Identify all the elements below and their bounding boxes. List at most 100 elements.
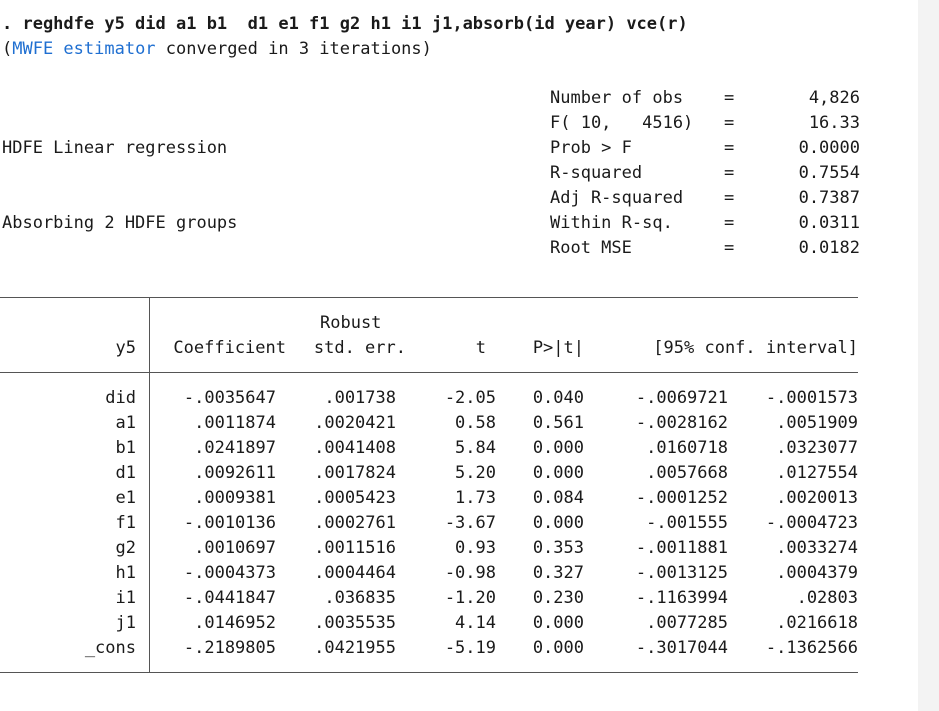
cell-t: -2.05 — [444, 388, 496, 408]
note-open-paren: ( — [2, 39, 13, 59]
cell-std-err: .001738 — [324, 388, 396, 408]
cell-ci-lower: .0077285 — [646, 613, 728, 633]
stat-equals: = — [724, 188, 735, 208]
cell-variable: g2 — [115, 538, 136, 558]
stat-value: 16.33 — [808, 113, 860, 133]
cell-std-err: .0011516 — [314, 538, 396, 558]
cell-ci-upper: -.1362566 — [765, 638, 858, 658]
cell-pvalue: 0.000 — [532, 463, 584, 483]
stat-value: 0.0000 — [798, 138, 860, 158]
cell-t: -1.20 — [444, 588, 496, 608]
stat-row: R-squared = 0.7554 — [550, 161, 860, 186]
cell-ci-upper: .0323077 — [776, 438, 858, 458]
stat-label: Number of obs — [550, 88, 684, 108]
cell-ci-lower: .0057668 — [646, 463, 728, 483]
cell-coefficient: -.2189805 — [183, 638, 276, 658]
stat-label: Adj R-squared — [550, 188, 684, 208]
mwfe-estimator-link[interactable]: MWFE estimator — [12, 39, 156, 59]
stat-row: F( 10, 4516) = 16.33 — [550, 111, 860, 136]
stat-value: 0.0311 — [798, 213, 860, 233]
cell-pvalue: 0.327 — [532, 563, 584, 583]
stat-label: F( 10, 4516) — [550, 113, 694, 133]
cell-ci-upper: -.0004723 — [765, 513, 858, 533]
cell-variable: _cons — [84, 638, 136, 658]
cell-pvalue: 0.000 — [532, 513, 584, 533]
cell-ci-lower: -.1163994 — [635, 588, 728, 608]
cell-t: 0.58 — [455, 413, 496, 433]
cell-coefficient: .0010697 — [194, 538, 276, 558]
cell-coefficient: -.0441847 — [183, 588, 276, 608]
cell-ci-lower: -.001555 — [646, 513, 728, 533]
regression-title: HDFE Linear regression — [2, 138, 228, 158]
cell-std-err: .0041408 — [314, 438, 396, 458]
cell-t: 1.73 — [455, 488, 496, 508]
cell-variable: h1 — [115, 563, 136, 583]
model-stats: Number of obs = 4,826 F( 10, 4516) = 16.33 Pro… — [550, 86, 860, 261]
cell-coefficient: .0011874 — [194, 413, 276, 433]
note-text: converged in 3 iterations) — [155, 39, 432, 59]
stat-row: Number of obs = 4,826 — [550, 86, 860, 111]
stat-value: 4,826 — [808, 88, 860, 108]
cell-t: -5.19 — [444, 638, 496, 658]
stat-row: Within R-sq. = 0.0311 — [550, 211, 860, 236]
cell-coefficient: -.0010136 — [183, 513, 276, 533]
cell-t: 4.14 — [455, 613, 496, 633]
cell-ci-lower: -.0013125 — [635, 563, 728, 583]
cell-pvalue: 0.000 — [532, 638, 584, 658]
cell-std-err: .0421955 — [314, 638, 396, 658]
cell-coefficient: .0092611 — [194, 463, 276, 483]
cell-std-err: .0020421 — [314, 413, 396, 433]
cell-variable: i1 — [115, 588, 136, 608]
cell-ci-lower: -.0069721 — [635, 388, 728, 408]
cell-t: 0.93 — [455, 538, 496, 558]
cell-ci-lower: -.0001252 — [635, 488, 728, 508]
cell-t: -0.98 — [444, 563, 496, 583]
cell-variable: did — [105, 388, 136, 408]
col-pvalue: P>|t| — [532, 338, 584, 358]
cell-ci-upper: -.0001573 — [765, 388, 858, 408]
stat-row: Adj R-squared = 0.7387 — [550, 186, 860, 211]
cell-std-err: .0005423 — [314, 488, 396, 508]
cell-pvalue: 0.353 — [532, 538, 584, 558]
cell-t: 5.84 — [455, 438, 496, 458]
col-coefficient: Coefficient — [173, 338, 286, 358]
cell-ci-upper: .0033274 — [776, 538, 858, 558]
cell-coefficient: -.0004373 — [183, 563, 276, 583]
command-line: . reghdfe y5 did a1 b1 d1 e1 f1 g2 h1 i1… — [2, 14, 688, 34]
stat-equals: = — [724, 213, 735, 233]
cell-std-err: .0017824 — [314, 463, 396, 483]
regression-subtitle: Absorbing 2 HDFE groups — [2, 213, 238, 233]
stat-row: Prob > F = 0.0000 — [550, 136, 860, 161]
stat-value: 0.0182 — [798, 238, 860, 258]
cell-std-err: .0002761 — [314, 513, 396, 533]
cell-variable: e1 — [115, 488, 136, 508]
depvar-label: y5 — [115, 338, 136, 358]
cell-ci-lower: .0160718 — [646, 438, 728, 458]
cell-pvalue: 0.084 — [532, 488, 584, 508]
cell-ci-upper: .0004379 — [776, 563, 858, 583]
col-conf-interval: [95% conf. interval] — [653, 338, 858, 358]
cell-std-err: .0004464 — [314, 563, 396, 583]
cell-coefficient: .0241897 — [194, 438, 276, 458]
cell-pvalue: 0.000 — [532, 613, 584, 633]
convergence-note: (MWFE estimator converged in 3 iteration… — [2, 37, 432, 62]
cell-pvalue: 0.561 — [532, 413, 584, 433]
scrollbar-track[interactable] — [918, 0, 939, 711]
cell-ci-lower: -.0028162 — [635, 413, 728, 433]
cell-coefficient: .0009381 — [194, 488, 276, 508]
stat-row: Root MSE = 0.0182 — [550, 236, 860, 261]
table-header-rule — [0, 372, 858, 373]
stat-value: 0.7554 — [798, 163, 860, 183]
table-top-rule — [0, 297, 858, 298]
cell-ci-lower: -.3017044 — [635, 638, 728, 658]
cell-pvalue: 0.230 — [532, 588, 584, 608]
cell-variable: a1 — [115, 413, 136, 433]
cell-variable: f1 — [115, 513, 136, 533]
cell-variable: d1 — [115, 463, 136, 483]
cell-ci-upper: .0127554 — [776, 463, 858, 483]
cell-pvalue: 0.040 — [532, 388, 584, 408]
cell-variable: b1 — [115, 438, 136, 458]
stat-equals: = — [724, 113, 735, 133]
regression-header: HDFE Linear regression Absorbing 2 HDFE … — [2, 86, 237, 261]
cell-std-err: .0035535 — [314, 613, 396, 633]
